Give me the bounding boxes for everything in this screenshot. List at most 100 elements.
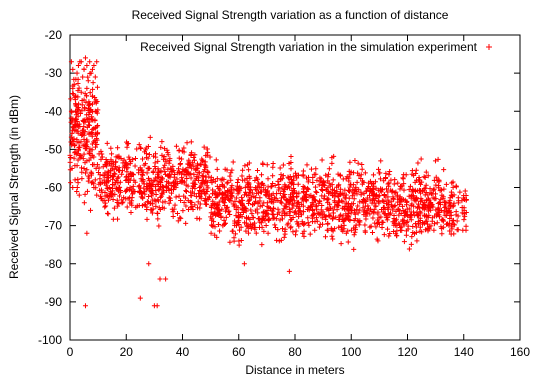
data-point [362,198,368,204]
data-point [126,187,132,193]
data-point [79,176,85,182]
data-point [217,210,223,216]
data-point [365,185,371,191]
data-point [164,179,170,185]
data-point [228,170,234,176]
data-point [434,211,440,217]
data-point [385,206,391,212]
data-point [255,210,261,216]
data-point [240,167,246,173]
data-point [422,227,428,233]
data-point [448,192,454,198]
data-point [422,175,428,181]
data-point [185,161,191,167]
data-point [119,171,125,177]
data-point [169,168,175,174]
data-point [143,151,149,157]
data-point [373,203,379,209]
data-point [361,209,367,215]
data-point [102,204,108,210]
data-point [74,70,80,76]
data-point [212,232,218,238]
data-point [173,194,179,200]
data-point [86,105,92,111]
data-point [75,128,81,134]
data-point [158,179,164,185]
data-point [346,175,352,181]
data-point [117,193,123,199]
data-point [350,201,356,207]
data-point [165,152,171,158]
data-point [336,203,342,209]
data-point [256,225,262,231]
data-point [265,217,271,223]
data-point [195,199,201,205]
data-point [440,194,446,200]
data-point [288,177,294,183]
data-point [160,156,166,162]
data-point [199,158,205,164]
data-point [170,209,176,215]
data-point [431,177,437,183]
data-point [161,165,167,171]
data-point [337,213,343,219]
data-point [401,187,407,193]
data-point [71,127,77,133]
data-point [87,146,93,152]
data-point [183,167,189,173]
data-point [131,189,137,195]
data-point [141,162,147,168]
data-point [140,172,146,178]
data-point [178,197,184,203]
data-point [239,200,245,206]
data-point [153,203,159,209]
data-point [147,200,153,206]
data-point [98,148,104,154]
data-point [227,173,233,179]
data-point [79,102,85,108]
data-point [75,104,81,110]
data-point [278,172,284,178]
data-point [314,189,320,195]
data-point [74,188,80,194]
data-point [370,172,376,178]
data-point [140,178,146,184]
data-point [375,211,381,217]
data-point [143,145,149,151]
data-point [210,187,216,193]
data-point [227,211,233,217]
data-point [308,204,314,210]
data-point [73,93,79,99]
data-point [176,166,182,172]
data-point [272,183,278,189]
data-point [190,206,196,212]
data-point [112,191,118,197]
data-point [289,187,295,193]
data-point [444,208,450,214]
data-point [384,217,390,223]
data-point [330,210,336,216]
data-point [359,166,365,172]
data-point [313,215,319,221]
legend: Received Signal Strength variation in th… [140,40,492,54]
data-point [372,220,378,226]
data-point [84,230,90,236]
data-point [377,176,383,182]
data-point [285,174,291,180]
data-point [167,158,173,164]
data-point [81,66,87,72]
data-point [401,218,407,224]
data-point [318,207,324,213]
data-point [123,174,129,180]
data-point [279,200,285,206]
data-point [162,171,168,177]
data-point [387,231,393,237]
data-point [166,195,172,201]
data-point [68,119,74,125]
data-point [75,88,81,94]
data-point [370,215,376,221]
data-point [169,190,175,196]
data-point [381,232,387,238]
data-point [69,165,75,171]
data-point [352,188,358,194]
